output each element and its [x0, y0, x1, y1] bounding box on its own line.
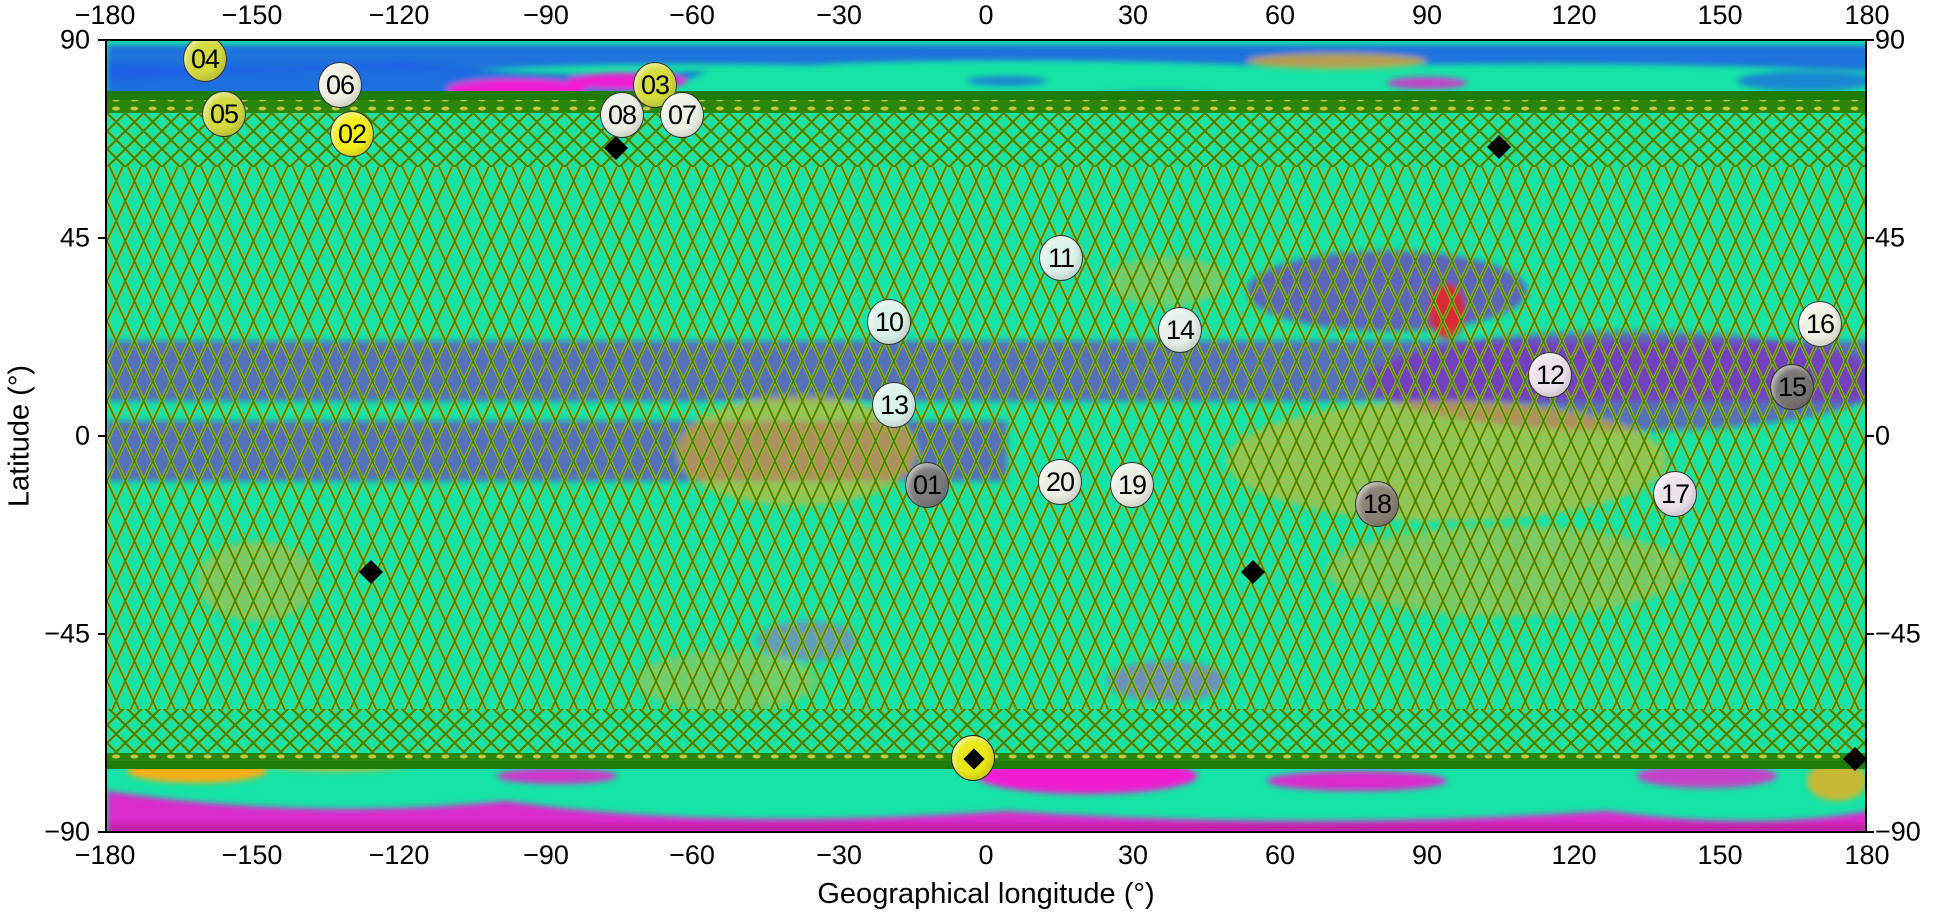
site-marker-10: 10 [867, 299, 911, 345]
y-tick-right: 90 [1875, 24, 1906, 55]
site-marker-unlabeled [951, 735, 995, 781]
site-marker-06: 06 [318, 62, 362, 108]
site-marker-16: 16 [1798, 301, 1842, 347]
x-tick-top: 150 [1697, 0, 1743, 30]
x-tick-bottom: 150 [1697, 840, 1743, 870]
x-tick-bottom: 90 [1411, 840, 1443, 870]
site-marker-13: 13 [872, 382, 916, 428]
site-marker-18: 18 [1355, 481, 1399, 527]
x-tick-bottom: −180 [74, 840, 136, 870]
x-tick-bottom: −90 [523, 840, 569, 870]
site-marker-19: 19 [1110, 462, 1154, 508]
site-marker-11: 11 [1039, 235, 1083, 281]
x-axis-label: Geographical longitude (°) [817, 878, 1155, 910]
site-marker-12: 12 [1528, 352, 1572, 398]
x-tick-top: 60 [1264, 0, 1296, 30]
site-marker-04: 04 [183, 41, 227, 82]
site-marker-05: 05 [202, 91, 246, 137]
y-tick-right: 0 [1875, 420, 1891, 451]
x-tick-top: 120 [1551, 0, 1597, 30]
y-tick-right: 45 [1875, 222, 1906, 253]
site-marker-01: 01 [905, 462, 949, 508]
y-tick-left: 0 [74, 420, 90, 451]
x-tick-top: −180 [74, 0, 136, 30]
x-tick-bottom: −60 [669, 840, 715, 870]
x-tick-bottom: −30 [816, 840, 862, 870]
x-tick-top: 0 [978, 0, 994, 30]
x-tick-top: −90 [523, 0, 569, 30]
site-marker-17: 17 [1653, 471, 1697, 517]
x-tick-bottom: 180 [1844, 840, 1890, 870]
site-marker-14: 14 [1158, 307, 1202, 353]
site-marker-08: 08 [600, 92, 644, 138]
plot-area: 01 02 03 04 05 06 07 08 10 11 12 13 14 1… [105, 39, 1867, 833]
x-tick-bottom: −150 [221, 840, 283, 870]
diamond-marker [963, 748, 985, 770]
y-tick-left: −45 [44, 618, 90, 649]
site-marker-15: 15 [1770, 364, 1814, 410]
x-tick-bottom: 60 [1264, 840, 1296, 870]
y-tick-right: −45 [1875, 618, 1921, 649]
y-tick-right: −90 [1875, 816, 1921, 847]
y-tick-left: −90 [44, 816, 90, 847]
x-tick-top: −30 [816, 0, 862, 30]
x-tick-top: 30 [1117, 0, 1149, 30]
x-tick-top: −150 [221, 0, 283, 30]
site-marker-20: 20 [1038, 459, 1082, 505]
x-tick-top: −120 [368, 0, 430, 30]
y-tick-left: 90 [59, 24, 90, 55]
site-marker-07: 07 [660, 92, 704, 138]
x-tick-bottom: 30 [1117, 840, 1149, 870]
y-axis-label: Latitude (°) [3, 364, 36, 508]
x-tick-top: 180 [1844, 0, 1890, 30]
y-tick-left: 45 [59, 222, 90, 253]
x-tick-bottom: −120 [368, 840, 430, 870]
x-tick-bottom: 120 [1551, 840, 1597, 870]
surface-map [107, 41, 1865, 831]
x-tick-top: −60 [669, 0, 715, 30]
site-marker-02: 02 [330, 111, 374, 157]
x-tick-top: 90 [1411, 0, 1443, 30]
ground-track-mesh [107, 91, 1865, 769]
x-tick-bottom: 0 [978, 840, 994, 870]
